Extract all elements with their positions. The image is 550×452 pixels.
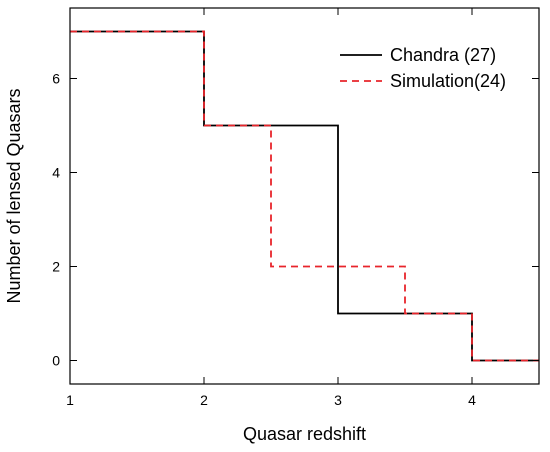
y-tick-label: 2 xyxy=(52,259,60,275)
legend: Chandra (27) Simulation(24) xyxy=(340,45,506,91)
x-tick-label: 3 xyxy=(334,392,342,408)
x-tick-label: 1 xyxy=(66,392,74,408)
legend-label: Chandra (27) xyxy=(390,45,496,65)
x-tick-label: 4 xyxy=(468,392,476,408)
y-axis-label: Number of lensed Quasars xyxy=(4,88,24,303)
legend-label: Simulation(24) xyxy=(390,71,506,91)
y-tick-label: 4 xyxy=(52,165,60,181)
x-axis-label: Quasar redshift xyxy=(243,424,366,444)
x-tick-label: 2 xyxy=(200,392,208,408)
axis-ticks: 1 2 3 4 0 2 4 6 xyxy=(52,8,539,408)
plot-content xyxy=(70,30,539,362)
plot-frame xyxy=(69,7,540,385)
series-line-simulation xyxy=(70,30,539,362)
y-tick-label: 6 xyxy=(52,71,60,87)
y-tick-label: 0 xyxy=(52,353,60,369)
